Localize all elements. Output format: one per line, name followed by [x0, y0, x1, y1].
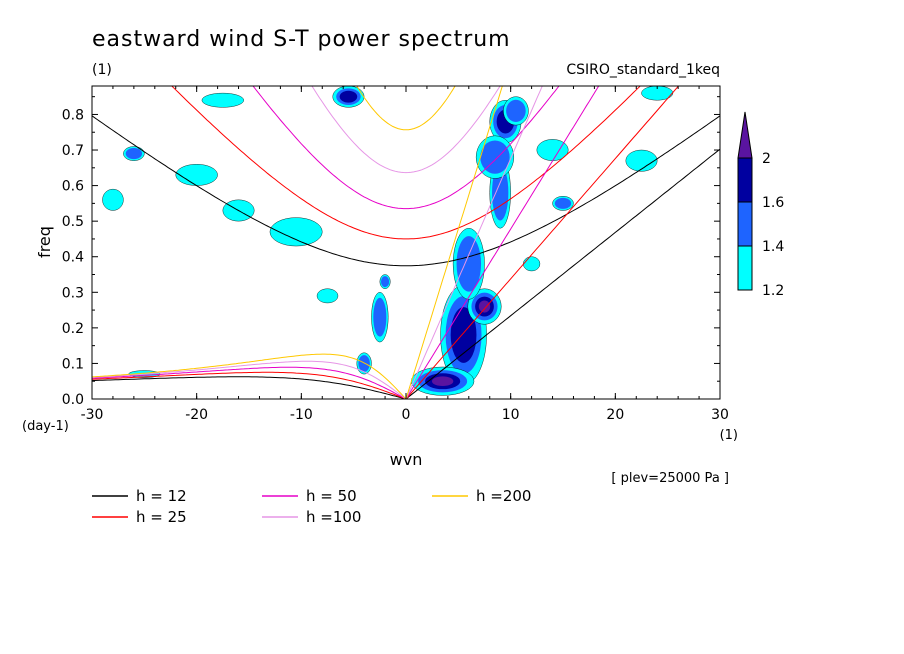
x-tick-label: -30	[81, 407, 104, 423]
legend-label: h = 50	[306, 487, 357, 505]
legend-label: h = 12	[136, 487, 187, 505]
power-contour-region	[431, 376, 454, 387]
x-tick-label: 30	[711, 407, 729, 423]
y-tick-label: 0.1	[62, 356, 84, 372]
dispersion-curve-inertia-gravity	[252, 86, 560, 210]
chart-title: eastward wind S-T power spectrum	[92, 27, 511, 52]
x-ticks: -30 -20 -10 0 10 20 30	[81, 86, 729, 423]
y-tick-label: 0.0	[62, 392, 84, 408]
colorbar-label: 2	[762, 151, 771, 167]
power-contour-region	[492, 164, 509, 221]
power-contour-region	[175, 164, 218, 186]
dispersion-curve-rossby	[92, 371, 407, 399]
y-tick-label: 0.3	[62, 285, 84, 301]
colorbar: 1.2 1.4 1.6 2	[737, 111, 784, 299]
curve-legend: h = 12 h = 25 h = 50 h =100 h =200	[92, 487, 531, 526]
dispersion-curve-kelvin	[405, 86, 503, 399]
dispersion-curve-rossby	[92, 366, 407, 399]
x-tick-label: 10	[502, 407, 520, 423]
power-contour-region	[554, 197, 572, 209]
dispersion-curve-kelvin	[405, 148, 720, 399]
power-contour-region	[450, 307, 477, 363]
x-tick-label: 0	[402, 407, 411, 423]
y-ticks: 0.0 0.1 0.2 0.3 0.4 0.5 0.6 0.7 0.8	[62, 96, 720, 408]
power-contour-region	[480, 140, 510, 174]
power-contour-region	[201, 92, 244, 108]
colorbar-max-triangle	[737, 111, 753, 159]
dispersion-curve-kelvin	[405, 86, 543, 399]
power-contour-region	[625, 149, 658, 172]
power-contour-region	[506, 99, 526, 122]
colorbar-segment	[737, 157, 753, 203]
plot-frame	[91, 85, 721, 400]
x-tick-label: 20	[606, 407, 624, 423]
plot-area: -30 -20 -10 0 10 20 30 0.00.10.20.30.40.50.60.…	[62, 85, 729, 423]
units-note: (1)	[92, 62, 112, 78]
power-contour-region	[456, 236, 482, 292]
power-contour-region	[478, 300, 491, 313]
dispersion-curve-inertia-gravity	[356, 86, 456, 131]
dispersion-curve-kelvin	[405, 86, 680, 399]
y-tick-label: 0.5	[62, 214, 84, 230]
power-contour-region	[339, 90, 358, 103]
plev-note: [ plev=25000 Pa ]	[611, 471, 729, 486]
dispersion-curve-rossby	[92, 360, 407, 399]
y-tick-label: 0.4	[62, 250, 84, 266]
dispersion-curve-kelvin	[405, 86, 600, 399]
dispersion-curves	[92, 86, 720, 399]
x-axis-label: wvn	[390, 450, 423, 469]
power-contour-region	[102, 188, 124, 211]
colorbar-label: 1.6	[762, 195, 784, 211]
colorbar-label: 1.2	[762, 283, 784, 299]
dispersion-curve-rossby	[92, 376, 407, 399]
legend-label: h = 25	[136, 508, 187, 526]
y-tick-label: 0.6	[62, 179, 84, 195]
power-contour-region	[269, 217, 323, 247]
colorbar-segment	[737, 201, 753, 247]
x-units-label: (1)	[720, 428, 738, 443]
dataset-label: CSIRO_standard_1keq	[566, 62, 720, 78]
x-tick-label: -10	[290, 407, 313, 423]
colorbar-label: 1.4	[762, 239, 784, 255]
legend-label: h =100	[306, 508, 361, 526]
power-contour-region	[523, 256, 541, 272]
dispersion-curve-inertia-gravity	[92, 115, 720, 267]
y-units-label: (day-1)	[22, 419, 69, 434]
y-tick-label: 0.2	[62, 321, 84, 337]
colorbar-segment	[737, 245, 753, 291]
power-contour-region	[373, 297, 387, 337]
dispersion-curve-inertia-gravity	[171, 86, 641, 240]
dispersion-curve-inertia-gravity	[311, 86, 501, 174]
y-tick-label: 0.7	[62, 143, 84, 159]
power-contour-region	[380, 276, 390, 288]
power-contour-region	[125, 148, 143, 160]
power-contour-region	[316, 288, 339, 304]
x-tick-label: -20	[185, 407, 208, 423]
y-tick-label: 0.8	[62, 107, 84, 123]
dispersion-curve-rossby	[92, 353, 407, 399]
legend-label: h =200	[476, 487, 531, 505]
y-axis-label: freq	[35, 226, 54, 258]
power-contours	[102, 86, 674, 396]
